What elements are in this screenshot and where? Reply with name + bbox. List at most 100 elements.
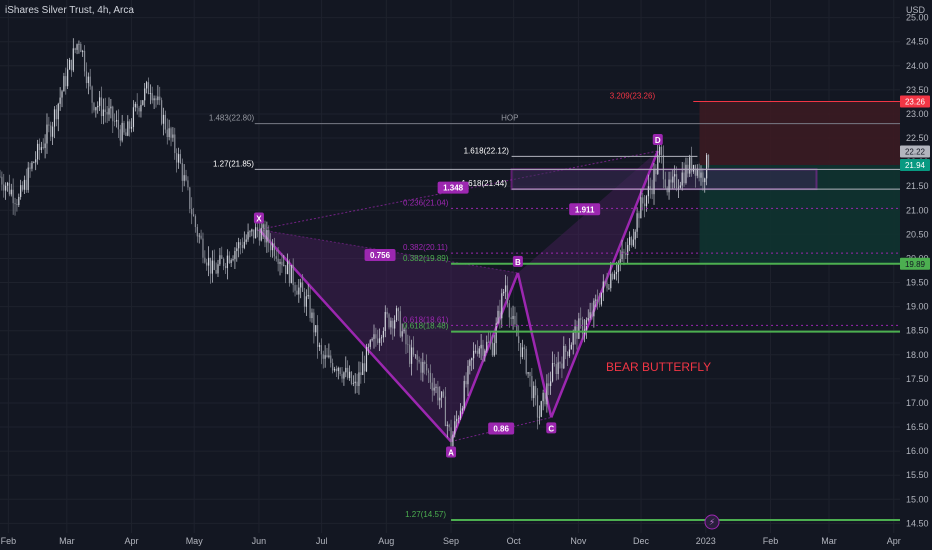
candle-body xyxy=(117,119,119,130)
candle-body xyxy=(204,257,206,263)
candle-body xyxy=(38,143,41,150)
candle-body xyxy=(236,248,238,252)
candle-body xyxy=(176,153,178,163)
candle-body xyxy=(209,257,212,274)
candle-body xyxy=(194,216,197,227)
candle-body xyxy=(546,383,548,405)
y-tick-label: 24.00 xyxy=(906,61,929,71)
candle-body xyxy=(16,204,18,205)
candle-body xyxy=(307,295,309,297)
candle-body xyxy=(450,427,452,447)
x-tick-label: Apr xyxy=(125,536,139,546)
candle-body xyxy=(467,365,469,385)
candle-body xyxy=(232,259,234,261)
candle-body xyxy=(59,97,61,104)
fib-level-label: 0.618(18.48) xyxy=(403,322,449,331)
y-tick-label: 25.00 xyxy=(906,13,929,23)
candle-body xyxy=(286,261,289,275)
candle-body xyxy=(463,380,465,409)
candle-body xyxy=(354,381,356,384)
point-badge xyxy=(546,422,557,434)
candle-body xyxy=(72,48,74,71)
candle-body xyxy=(488,341,490,343)
point-badge xyxy=(253,212,264,224)
candle-body xyxy=(399,311,401,337)
candle-body xyxy=(288,261,291,284)
price-tag: 21.94 xyxy=(905,161,926,170)
candle-body xyxy=(551,363,554,382)
candle-body xyxy=(243,241,245,248)
x-tick-label: Jun xyxy=(252,536,267,546)
candle-body xyxy=(119,129,121,141)
candle-body xyxy=(538,416,540,418)
candle-body xyxy=(57,103,59,120)
candle-body xyxy=(653,169,655,195)
candle-body xyxy=(403,329,405,332)
candle-body xyxy=(268,229,270,243)
candle-body xyxy=(426,364,428,371)
price-axis[interactable]: 14.50 15.00 15.50 16.00 16.50 17.00 17.50 18.00… xyxy=(906,13,929,529)
candle-body xyxy=(580,318,582,320)
candle-body xyxy=(29,167,31,169)
point-label: B xyxy=(515,258,521,267)
x-tick-label: Mar xyxy=(59,536,75,546)
candle-body xyxy=(409,344,411,364)
candle-body xyxy=(392,320,394,329)
candle-body xyxy=(471,358,473,361)
candle-body xyxy=(433,387,435,391)
candle-body xyxy=(149,93,151,94)
candle-body xyxy=(330,355,332,363)
candle-body xyxy=(598,303,601,305)
point-label: C xyxy=(548,424,554,433)
candle-body xyxy=(320,345,322,355)
candle-body xyxy=(617,262,619,272)
pattern-leg xyxy=(550,150,659,418)
candle-body xyxy=(414,354,416,356)
x-tick-label: Dec xyxy=(633,536,650,546)
candle-body xyxy=(542,392,544,402)
candle-body xyxy=(535,385,537,396)
x-tick-label: Sep xyxy=(443,536,459,546)
pattern-labels: X A B C D 0.756 0.86 1.911 1.348 xyxy=(253,134,663,458)
candle-body xyxy=(454,421,456,435)
candle-body xyxy=(476,350,478,354)
candle-body xyxy=(8,182,10,195)
candle-body xyxy=(636,213,638,232)
candle-body xyxy=(675,174,678,189)
candle-body xyxy=(85,71,88,84)
candle-body xyxy=(155,98,157,101)
candle-body xyxy=(689,157,691,174)
candle-body xyxy=(493,343,495,356)
prz-box xyxy=(510,168,818,191)
candle-body xyxy=(337,367,339,372)
price-tag: 23.26 xyxy=(905,97,926,106)
candle-body xyxy=(262,224,264,228)
candle-body xyxy=(36,143,39,160)
candle-body xyxy=(296,290,298,295)
candle-body xyxy=(309,295,311,319)
candle-body xyxy=(112,106,114,122)
candle-body xyxy=(138,107,140,112)
candle-body xyxy=(80,44,82,53)
candle-body xyxy=(369,340,371,347)
candle-body xyxy=(482,344,484,356)
price-tag: 22.22 xyxy=(905,148,926,157)
candle-body xyxy=(339,367,341,375)
candle-body xyxy=(525,348,527,374)
candle-body xyxy=(198,235,200,237)
candle-body xyxy=(275,256,277,259)
fib-level-label: 1.27(14.57) xyxy=(405,510,446,519)
candle-body xyxy=(561,363,563,369)
candle-body xyxy=(446,424,448,426)
candle-body xyxy=(491,342,493,356)
candle-body xyxy=(44,143,46,149)
candle-body xyxy=(544,392,546,405)
time-axis[interactable]: Feb Mar Apr May Jun Jul Aug Sep Oct Nov Dec 2023 Feb… xyxy=(1,536,901,546)
y-tick-label: 14.50 xyxy=(906,518,929,528)
candle-body xyxy=(253,229,255,239)
candle-body xyxy=(42,147,44,149)
point-badge xyxy=(652,134,663,146)
candle-body xyxy=(595,299,597,301)
candle-body xyxy=(518,336,520,344)
